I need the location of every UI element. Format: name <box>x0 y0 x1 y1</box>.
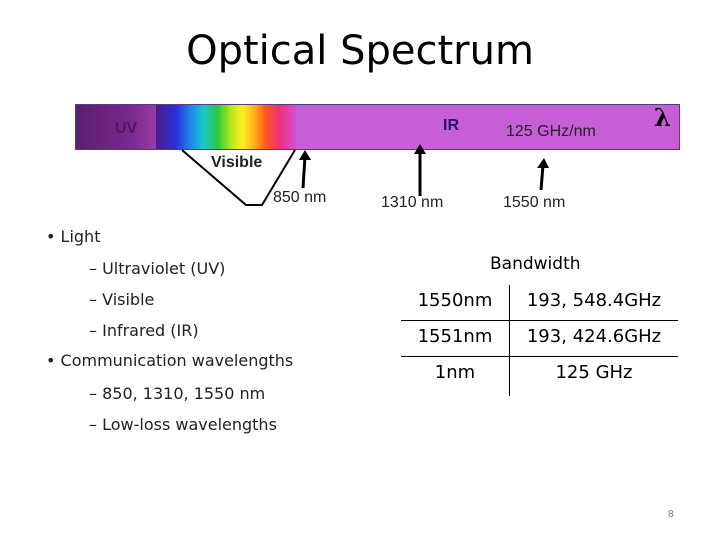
table-cell: 193, 548.4GHz <box>509 285 678 321</box>
sub-bullet: – Infrared (IR) <box>89 321 199 340</box>
lambda-symbol: λ <box>654 103 671 132</box>
arrow-850-head <box>299 150 311 160</box>
table-row: 1551nm 193, 424.6GHz <box>401 320 678 357</box>
page-number: 8 <box>668 509 674 520</box>
bandwidth-title: Bandwidth <box>490 254 581 274</box>
bullet-light: • Light <box>46 227 101 246</box>
table-cell: 1550nm <box>401 285 510 321</box>
wavelength-1550: 1550 nm <box>503 194 566 211</box>
ghz-per-nm-label: 125 GHz/nm <box>506 123 596 140</box>
sub-bullet: – Visible <box>89 290 155 309</box>
arrow-1550 <box>539 164 545 191</box>
spectrum-bar <box>75 104 680 150</box>
uv-band <box>76 105 156 149</box>
sub-bullet-text: Low-loss wavelengths <box>102 415 277 434</box>
sub-bullet-text: Ultraviolet (UV) <box>102 259 226 278</box>
wavelength-850: 850 nm <box>273 189 327 206</box>
ir-label: IR <box>443 117 459 134</box>
bullet-text: Light <box>60 227 101 246</box>
bandwidth-table: 1550nm 193, 548.4GHz 1551nm 193, 424.6GH… <box>401 285 678 396</box>
sub-bullet-text: Infrared (IR) <box>102 321 199 340</box>
arrow-1310-head <box>414 144 426 154</box>
visible-band <box>156 105 296 149</box>
arrow-850 <box>301 155 307 189</box>
sub-bullet: – 850, 1310, 1550 nm <box>89 384 266 403</box>
sub-bullet-text: 850, 1310, 1550 nm <box>102 384 266 403</box>
wavelength-1310: 1310 nm <box>381 194 444 211</box>
bullet-communication: • Communication wavelengths <box>46 351 294 370</box>
table-cell: 1551nm <box>401 320 510 357</box>
table-row: 1nm 125 GHz <box>401 356 678 396</box>
table-cell: 193, 424.6GHz <box>509 320 678 357</box>
table-row: 1550nm 193, 548.4GHz <box>401 285 678 321</box>
bullet-text: Communication wavelengths <box>60 351 294 370</box>
table-cell: 125 GHz <box>509 356 678 396</box>
table-cell: 1nm <box>401 356 510 396</box>
visible-label: Visible <box>211 154 263 171</box>
sub-bullet-text: Visible <box>102 290 155 309</box>
sub-bullet: – Low-loss wavelengths <box>89 415 277 434</box>
arrow-1550-head <box>537 158 549 168</box>
uv-label: UV <box>115 120 138 137</box>
sub-bullet: – Ultraviolet (UV) <box>89 259 226 278</box>
visible-bracket <box>181 149 296 206</box>
slide-title: Optical Spectrum <box>186 28 534 74</box>
